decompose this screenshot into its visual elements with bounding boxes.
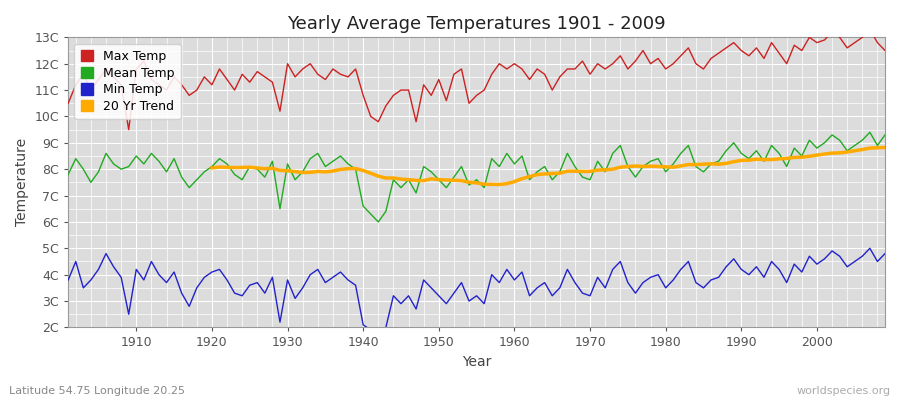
- Legend: Max Temp, Mean Temp, Min Temp, 20 Yr Trend: Max Temp, Mean Temp, Min Temp, 20 Yr Tre…: [75, 44, 181, 119]
- Title: Yearly Average Temperatures 1901 - 2009: Yearly Average Temperatures 1901 - 2009: [287, 15, 666, 33]
- Text: Latitude 54.75 Longitude 20.25: Latitude 54.75 Longitude 20.25: [9, 386, 185, 396]
- X-axis label: Year: Year: [462, 355, 491, 369]
- Y-axis label: Temperature: Temperature: [15, 138, 29, 226]
- Text: worldspecies.org: worldspecies.org: [796, 386, 891, 396]
